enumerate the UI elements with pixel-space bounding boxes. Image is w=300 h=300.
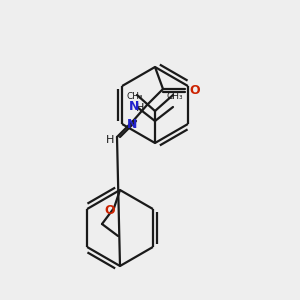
Text: O: O [189,83,200,97]
Text: H: H [106,135,114,145]
Text: CH₃: CH₃ [127,92,143,101]
Text: N: N [129,100,139,112]
Text: N: N [127,118,137,130]
Text: H: H [136,103,144,113]
Text: CH₃: CH₃ [167,92,183,101]
Text: O: O [105,203,115,217]
